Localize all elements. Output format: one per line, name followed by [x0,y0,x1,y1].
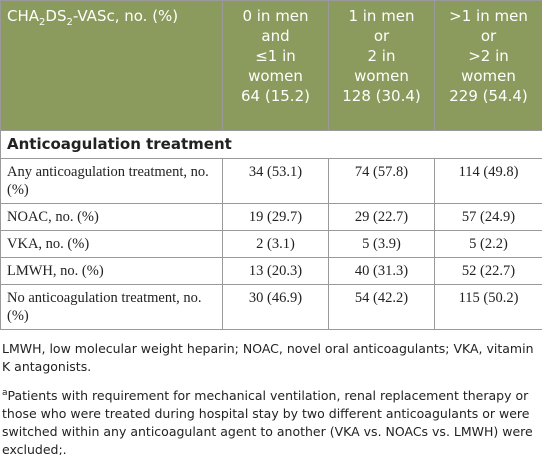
cell: 115 (50.2) [434,284,542,330]
header-line: 64 (15.2) [241,87,310,105]
header-row: CHA2DS2-VASc, no. (%) 0 in men and ≤1 in wo… [0,0,542,131]
header-line: women [354,67,409,85]
cell: 57 (24.9) [434,203,542,231]
data-table: CHA2DS2-VASc, no. (%) 0 in men and ≤1 in wo… [0,0,542,330]
cell: 5 (2.2) [434,230,542,258]
cell: 29 (22.7) [328,203,435,231]
header-cell: 0 in men and ≤1 in women 64 (15.2) [222,0,329,131]
header-line: and [261,27,290,45]
cell: 19 (29.7) [222,203,329,231]
header-text: DS [45,7,67,25]
header-line: women [461,67,516,85]
header-line: or [373,27,390,45]
cell: 13 (20.3) [222,257,329,285]
table-row: LMWH, no. (%) 13 (20.3) 40 (31.3) 52 (22.7) [0,257,542,285]
table-row: NOAC, no. (%) 19 (29.7) 29 (22.7) 57 (24.9) [0,203,542,231]
row-label: NOAC, no. (%) [0,203,223,231]
footnote-marker: a [2,388,8,398]
footnote-text: Patients with requirement for mechanical… [2,388,533,455]
section-title: Anticoagulation treatment [0,130,542,159]
header-text: CHA [7,7,40,25]
table-row: No anticoagulation treatment, no. (%) 30 … [0,284,542,330]
header-cell: >1 in men or >2 in women 229 (54.4) [434,0,542,131]
header-line: 128 (30.4) [342,87,421,105]
header-line: or [480,27,497,45]
cell: 74 (57.8) [328,158,435,204]
section-row: Anticoagulation treatment [0,130,542,159]
cell: 54 (42.2) [328,284,435,330]
header-line: 2 in [367,47,396,65]
row-label: Any anticoagulation treatment, no. (%) [0,158,223,204]
subscript: 2 [66,17,73,28]
cell: 114 (49.8) [434,158,542,204]
footnote: aPatients with requirement for mechanica… [2,384,538,455]
header-line: >2 in [468,47,509,65]
table-row: Any anticoagulation treatment, no. (%) 34… [0,158,542,204]
header-text: -VASc, no. (%) [72,7,179,25]
footnotes: LMWH, low molecular weight heparin; NOAC… [0,330,542,455]
cell: 40 (31.3) [328,257,435,285]
cell: 5 (3.9) [328,230,435,258]
row-label: No anticoagulation treatment, no. (%) [0,284,223,330]
header-cell: 1 in men or 2 in women 128 (30.4) [328,0,435,131]
header-line: ≤1 in [255,47,296,65]
subscript: 2 [39,17,46,28]
header-line: 0 in men [242,7,309,25]
row-label: VKA, no. (%) [0,230,223,258]
cell: 2 (3.1) [222,230,329,258]
abbreviations: LMWH, low molecular weight heparin; NOAC… [2,341,534,374]
header-line: 1 in men [348,7,415,25]
cell: 34 (53.1) [222,158,329,204]
header-line: women [248,67,303,85]
row-label: LMWH, no. (%) [0,257,223,285]
cell: 52 (22.7) [434,257,542,285]
header-line: >1 in men [449,7,528,25]
table-body: Anticoagulation treatment Any anticoagul… [0,130,542,330]
header-cell: CHA2DS2-VASc, no. (%) [0,0,223,131]
table-row: VKA, no. (%) 2 (3.1) 5 (3.9) 5 (2.2) [0,230,542,258]
header-line: 229 (54.4) [449,87,528,105]
cell: 30 (46.9) [222,284,329,330]
